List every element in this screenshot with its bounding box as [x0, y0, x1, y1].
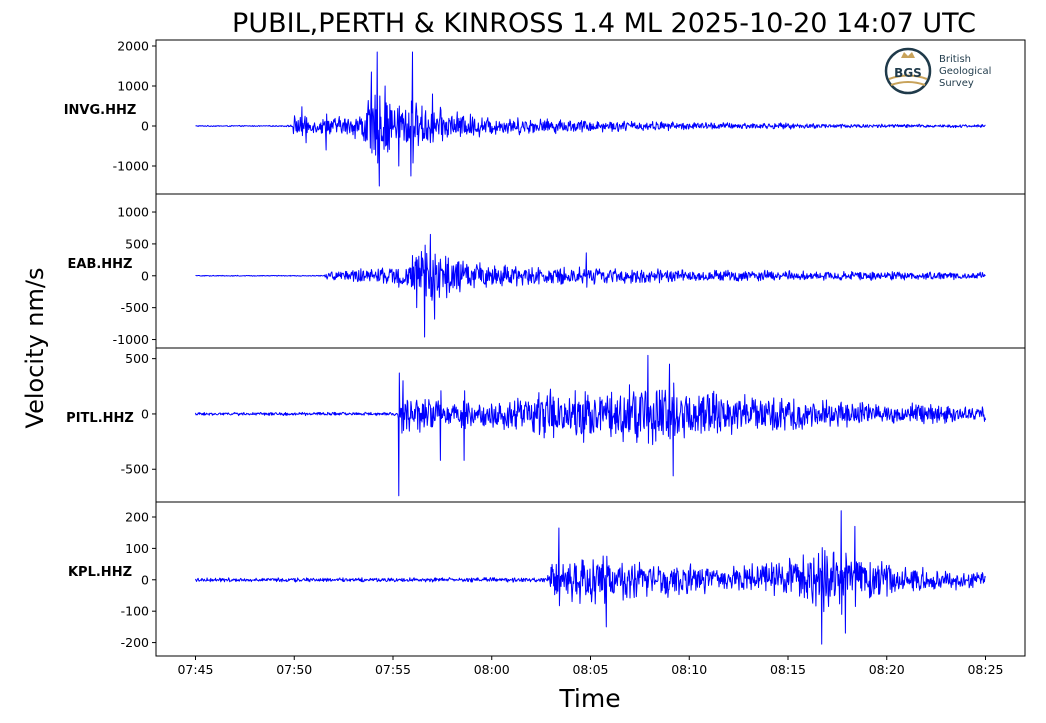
- panel-invg-hhz: 2000 1000 0 -1000 INVG.HHZ: [64, 39, 1026, 195]
- y-tick-label: -500: [121, 462, 149, 477]
- bgs-logo-line-1: British: [939, 54, 971, 65]
- station-label: KPL.HHZ: [68, 565, 132, 580]
- station-label: INVG.HHZ: [64, 103, 137, 118]
- bgs-logo-ring: [884, 47, 932, 95]
- y-tick-label: 0: [141, 406, 149, 421]
- x-tick-label: 08:10: [671, 662, 707, 677]
- bgs-logo-abbr: BGS: [894, 66, 922, 80]
- y-tick-label: 200: [125, 509, 149, 524]
- crown-icon: [901, 52, 915, 58]
- x-tick-label: 08:15: [770, 662, 806, 677]
- panel-kpl-hhz: 200 100 0 -100 -200 KPL.HHZ: [68, 501, 1026, 657]
- y-tick-label: -1000: [113, 332, 149, 347]
- x-tick-label: 07:55: [375, 662, 411, 677]
- waveform-trace: [195, 233, 986, 338]
- x-tick-label: 08:05: [572, 662, 608, 677]
- y-tick-label: -1000: [113, 159, 149, 174]
- x-tick-label: 08:00: [474, 662, 510, 677]
- waveform-trace: [195, 354, 986, 497]
- x-tick-label: 08:25: [967, 662, 1003, 677]
- y-tick-label: 0: [141, 119, 149, 134]
- x-tick-label: 07:50: [276, 662, 312, 677]
- waveform-trace: [195, 51, 986, 187]
- y-tick-label: 1000: [117, 205, 149, 220]
- bgs-logo-line-3: Survey: [939, 78, 974, 89]
- y-tick-label: 500: [125, 351, 149, 366]
- panels-group: 200010000-1000INVG.HHZ10005000-500-1000E…: [64, 39, 1026, 657]
- station-label: EAB.HHZ: [68, 257, 133, 272]
- panel-eab-hhz: 1000 500 0 -500 -1000 EAB.HHZ: [68, 193, 1026, 349]
- x-tick-label: 08:20: [869, 662, 905, 677]
- y-tick-label: 0: [141, 268, 149, 283]
- x-tick-label: 07:45: [177, 662, 213, 677]
- waveform-trace: [195, 510, 986, 645]
- y-axis-label: Velocity nm/s: [21, 268, 49, 429]
- panel-frame: [155, 39, 1026, 195]
- y-tick-label: 1000: [117, 79, 149, 94]
- bgs-logo-wave: [888, 74, 928, 80]
- y-tick-label: -100: [121, 604, 149, 619]
- y-tick-label: 0: [141, 572, 149, 587]
- x-axis-label: Time: [558, 684, 620, 713]
- x-axis-ticks: 07:45 07:50 07:55 08:00 08:05 08:10 08:15 08:20…: [177, 656, 1004, 677]
- y-tick-label: -200: [121, 635, 149, 650]
- y-tick-label: 100: [125, 541, 149, 556]
- bgs-logo: BGS British Geological Survey: [884, 47, 991, 95]
- chart-title: PUBIL,PERTH & KINROSS 1.4 ML 2025-10-20 …: [232, 8, 976, 39]
- station-label: PITL.HHZ: [66, 411, 134, 426]
- bgs-logo-line-2: Geological: [939, 66, 991, 77]
- bgs-logo-wave-2: [890, 81, 926, 86]
- panel-pitl-hhz: 500 0 -500 PITL.HHZ: [66, 347, 1026, 503]
- y-tick-label: 500: [125, 236, 149, 251]
- y-tick-label: -500: [121, 300, 149, 315]
- y-tick-label: 2000: [117, 39, 149, 54]
